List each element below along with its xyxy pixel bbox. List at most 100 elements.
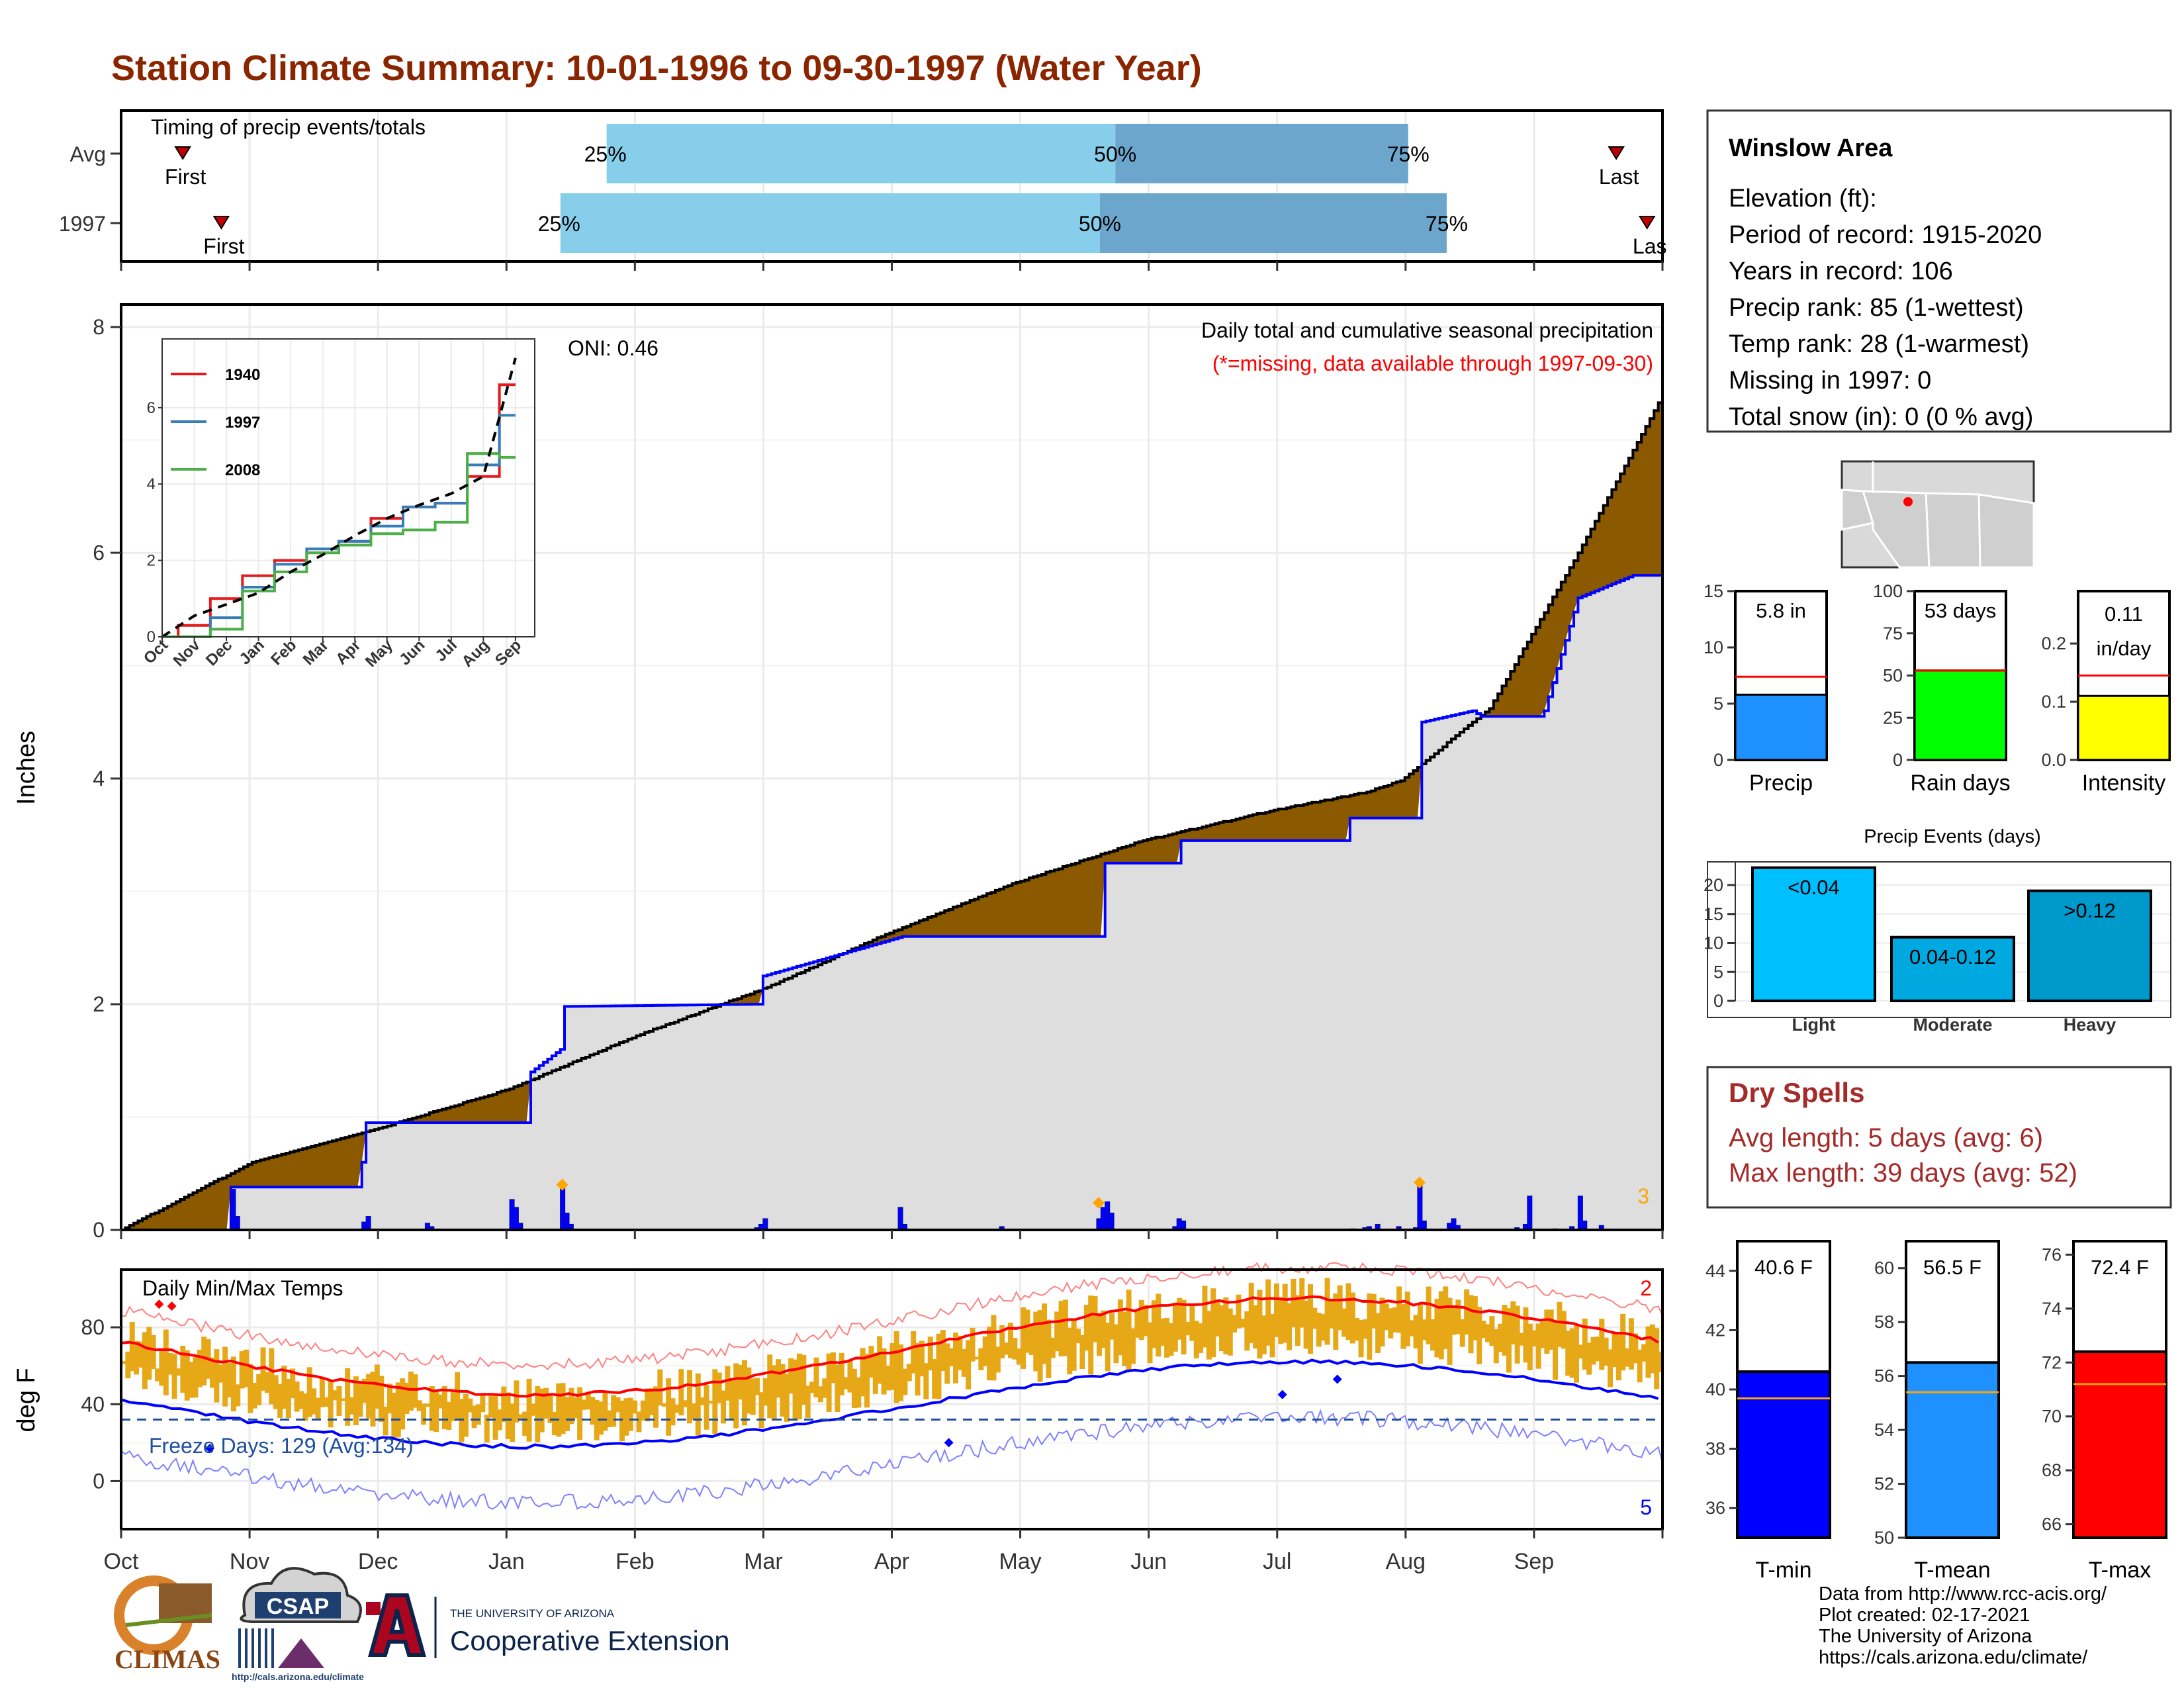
daily-temp-bar (556, 1383, 562, 1437)
inset-border (161, 338, 535, 637)
daily-temp-bar (1608, 1349, 1614, 1387)
ua-logo-icon (368, 1593, 426, 1657)
daily-temp-bar (1143, 1305, 1149, 1336)
daily-temp-bar (387, 1383, 392, 1414)
daily-temp-bar (851, 1368, 857, 1409)
daily-temp-bar (1024, 1309, 1030, 1353)
record-min-line (120, 1409, 1663, 1511)
daily-temp-bar (585, 1391, 591, 1410)
daily-temp-bar (1641, 1344, 1647, 1362)
daily-temp-bar (1400, 1304, 1406, 1349)
daily-temp-bar (1362, 1319, 1368, 1339)
dry-spells-title: Dry Spells (1729, 1077, 1864, 1108)
daily-temp-bar (167, 1352, 173, 1375)
temp-bar-y-tick-label: 36 (1706, 1498, 1725, 1518)
daily-temp-bar (1472, 1296, 1478, 1340)
inset-x-tick-label: Jul (432, 636, 461, 665)
daily-temp-bar (467, 1398, 473, 1413)
daily-temp-bar (1539, 1321, 1545, 1348)
daily-temp-bar (682, 1400, 688, 1408)
temp-bar-value-label: 72.4 F (2091, 1256, 2149, 1279)
daily-temp-bar (1590, 1336, 1596, 1365)
daily-temp-bar (222, 1346, 228, 1407)
daily-temp-bar (1447, 1297, 1453, 1365)
daily-temp-bar (1071, 1319, 1077, 1371)
daily-temp-bar (433, 1389, 439, 1432)
daily-temp-bar (193, 1357, 199, 1398)
record-low-marker-icon (944, 1438, 954, 1448)
daily-temp-bar (285, 1378, 291, 1419)
daily-temp-bar (319, 1377, 325, 1407)
daily-temp-bar (1016, 1348, 1022, 1365)
daily-temp-bar (1265, 1279, 1271, 1346)
daily-temp-bar (1430, 1319, 1436, 1351)
timing-first-label: First (165, 165, 206, 189)
mini-bar-value-label: 53 days (1925, 599, 1997, 622)
station-info-line: Temp rank: 28 (1-warmest) (1729, 330, 2029, 358)
month-tick-label: Oct (104, 1549, 139, 1574)
daily-temp-bar (1214, 1301, 1220, 1336)
daily-temp-bar (345, 1368, 351, 1426)
daily-temp-bar (1269, 1314, 1275, 1358)
daily-temp-bar (189, 1362, 195, 1398)
daily-temp-bar (572, 1397, 578, 1419)
daily-temp-bar (1422, 1319, 1428, 1340)
temp-y-tick-label: 40 (81, 1392, 105, 1416)
daily-temp-bar (758, 1392, 764, 1429)
daily-temp-bar (518, 1414, 523, 1419)
ua-block (366, 1602, 381, 1615)
station-info-line: Years in record: 106 (1729, 258, 1953, 285)
daily-temp-bar (611, 1395, 617, 1427)
daily-temp-bar (244, 1349, 250, 1387)
precip-y-tick-label: 6 (93, 541, 105, 565)
daily-temp-bar (1079, 1335, 1085, 1369)
daily-temp-bar (1502, 1305, 1508, 1356)
daily-temp-bar (1206, 1311, 1212, 1360)
daily-temp-bar (1295, 1295, 1300, 1346)
record-low-marker-icon (1332, 1374, 1342, 1384)
daily-temp-bar (1287, 1303, 1293, 1350)
month-tick-label: Jul (1263, 1549, 1291, 1574)
daily-temp-bar (737, 1364, 743, 1400)
daily-temp-bar (496, 1409, 502, 1430)
daily-temp-bar (324, 1397, 330, 1407)
record-high-marker-icon (167, 1301, 177, 1311)
mini-bar (1734, 693, 1828, 761)
record-low-marker-icon (1277, 1389, 1287, 1399)
precip-y-tick-label: 2 (93, 992, 105, 1016)
daily-temp-bar (1328, 1300, 1334, 1329)
temp-bar-y-tick-label: 42 (1706, 1320, 1725, 1340)
daily-temp-bar (1244, 1311, 1250, 1351)
daily-temp-bar (927, 1336, 933, 1371)
daily-temp-bar (1261, 1315, 1267, 1354)
daily-temp-bar (657, 1369, 663, 1406)
daily-temp-bar (1181, 1299, 1187, 1355)
daily-temp-bar (437, 1394, 443, 1409)
temp-bar-y-tick-label: 60 (1874, 1258, 1894, 1278)
daily-temp-bar (632, 1400, 638, 1414)
mini-y-tick-label: 0.2 (2041, 633, 2066, 653)
daily-temp-bar (332, 1390, 338, 1401)
daily-precip-bar (762, 1218, 768, 1231)
daily-temp-bar (1037, 1310, 1043, 1382)
inset-x-tick-label: Feb (267, 636, 300, 669)
daily-temp-bar (1219, 1305, 1224, 1352)
precip-y-tick-label: 4 (93, 767, 105, 790)
daily-temp-bar (1007, 1323, 1013, 1358)
daily-temp-bar (889, 1343, 895, 1390)
daily-temp-bar (349, 1397, 355, 1415)
daily-temp-bar (412, 1374, 418, 1408)
climas-logo-stroke (125, 1613, 212, 1627)
temp-y-tick-label: 0 (93, 1469, 105, 1493)
temp-bar (1905, 1361, 2000, 1539)
daily-temp-bar (1455, 1299, 1461, 1335)
daily-temp-bar (877, 1336, 883, 1384)
daily-temp-bar (1337, 1285, 1343, 1331)
month-tick-label: Feb (615, 1549, 655, 1574)
daily-temp-bar (826, 1353, 832, 1412)
daily-temp-bar (835, 1364, 841, 1413)
daily-temp-bar (1320, 1313, 1326, 1341)
events-bar-label: <0.04 (1788, 876, 1839, 899)
daily-temp-bar (429, 1386, 435, 1431)
daily-temp-bar (290, 1368, 296, 1399)
